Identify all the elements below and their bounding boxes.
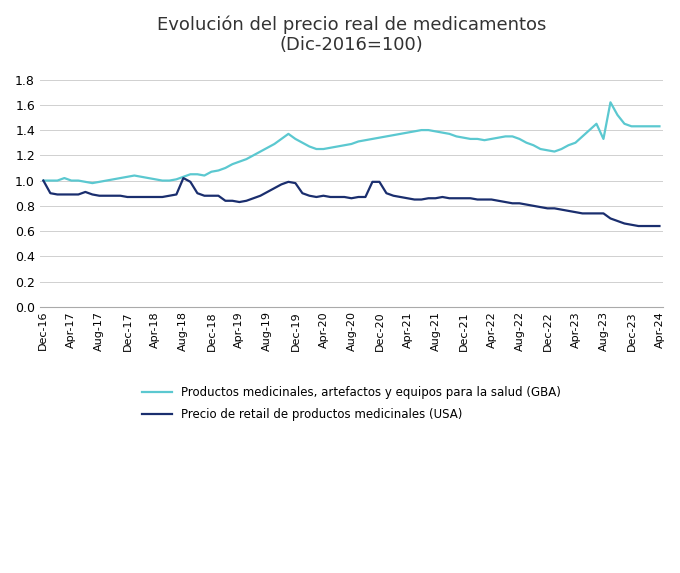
Precio de retail de productos medicinales (USA) xyxy=(116,193,124,199)
Productos medicinales, artefactos y equipos para la salud (GBA) xyxy=(109,176,118,183)
Line: Precio de retail de productos medicinales (USA): Precio de retail de productos medicinale… xyxy=(44,178,660,226)
Precio de retail de productos medicinales (USA) xyxy=(361,194,369,201)
Precio de retail de productos medicinales (USA) xyxy=(592,210,600,217)
Precio de retail de productos medicinales (USA) xyxy=(656,222,664,229)
Legend: Productos medicinales, artefactos y equipos para la salud (GBA), Precio de retai: Productos medicinales, artefactos y equi… xyxy=(136,380,566,427)
Precio de retail de productos medicinales (USA) xyxy=(180,175,188,182)
Precio de retail de productos medicinales (USA) xyxy=(284,178,292,185)
Productos medicinales, artefactos y equipos para la salud (GBA) xyxy=(172,176,180,183)
Productos medicinales, artefactos y equipos para la salud (GBA) xyxy=(361,137,369,144)
Title: Evolución del precio real de medicamentos
(Dic-2016=100): Evolución del precio real de medicamento… xyxy=(156,15,546,54)
Precio de retail de productos medicinales (USA) xyxy=(39,177,48,184)
Productos medicinales, artefactos y equipos para la salud (GBA) xyxy=(592,120,600,127)
Line: Productos medicinales, artefactos y equipos para la salud (GBA): Productos medicinales, artefactos y equi… xyxy=(44,103,660,183)
Productos medicinales, artefactos y equipos para la salud (GBA) xyxy=(656,123,664,129)
Productos medicinales, artefactos y equipos para la salud (GBA) xyxy=(39,177,48,184)
Productos medicinales, artefactos y equipos para la salud (GBA) xyxy=(123,174,131,180)
Precio de retail de productos medicinales (USA) xyxy=(634,222,643,229)
Precio de retail de productos medicinales (USA) xyxy=(165,193,173,199)
Precio de retail de productos medicinales (USA) xyxy=(102,193,110,199)
Productos medicinales, artefactos y equipos para la salud (GBA) xyxy=(607,99,615,106)
Productos medicinales, artefactos y equipos para la salud (GBA) xyxy=(284,131,292,138)
Productos medicinales, artefactos y equipos para la salud (GBA) xyxy=(88,180,97,187)
